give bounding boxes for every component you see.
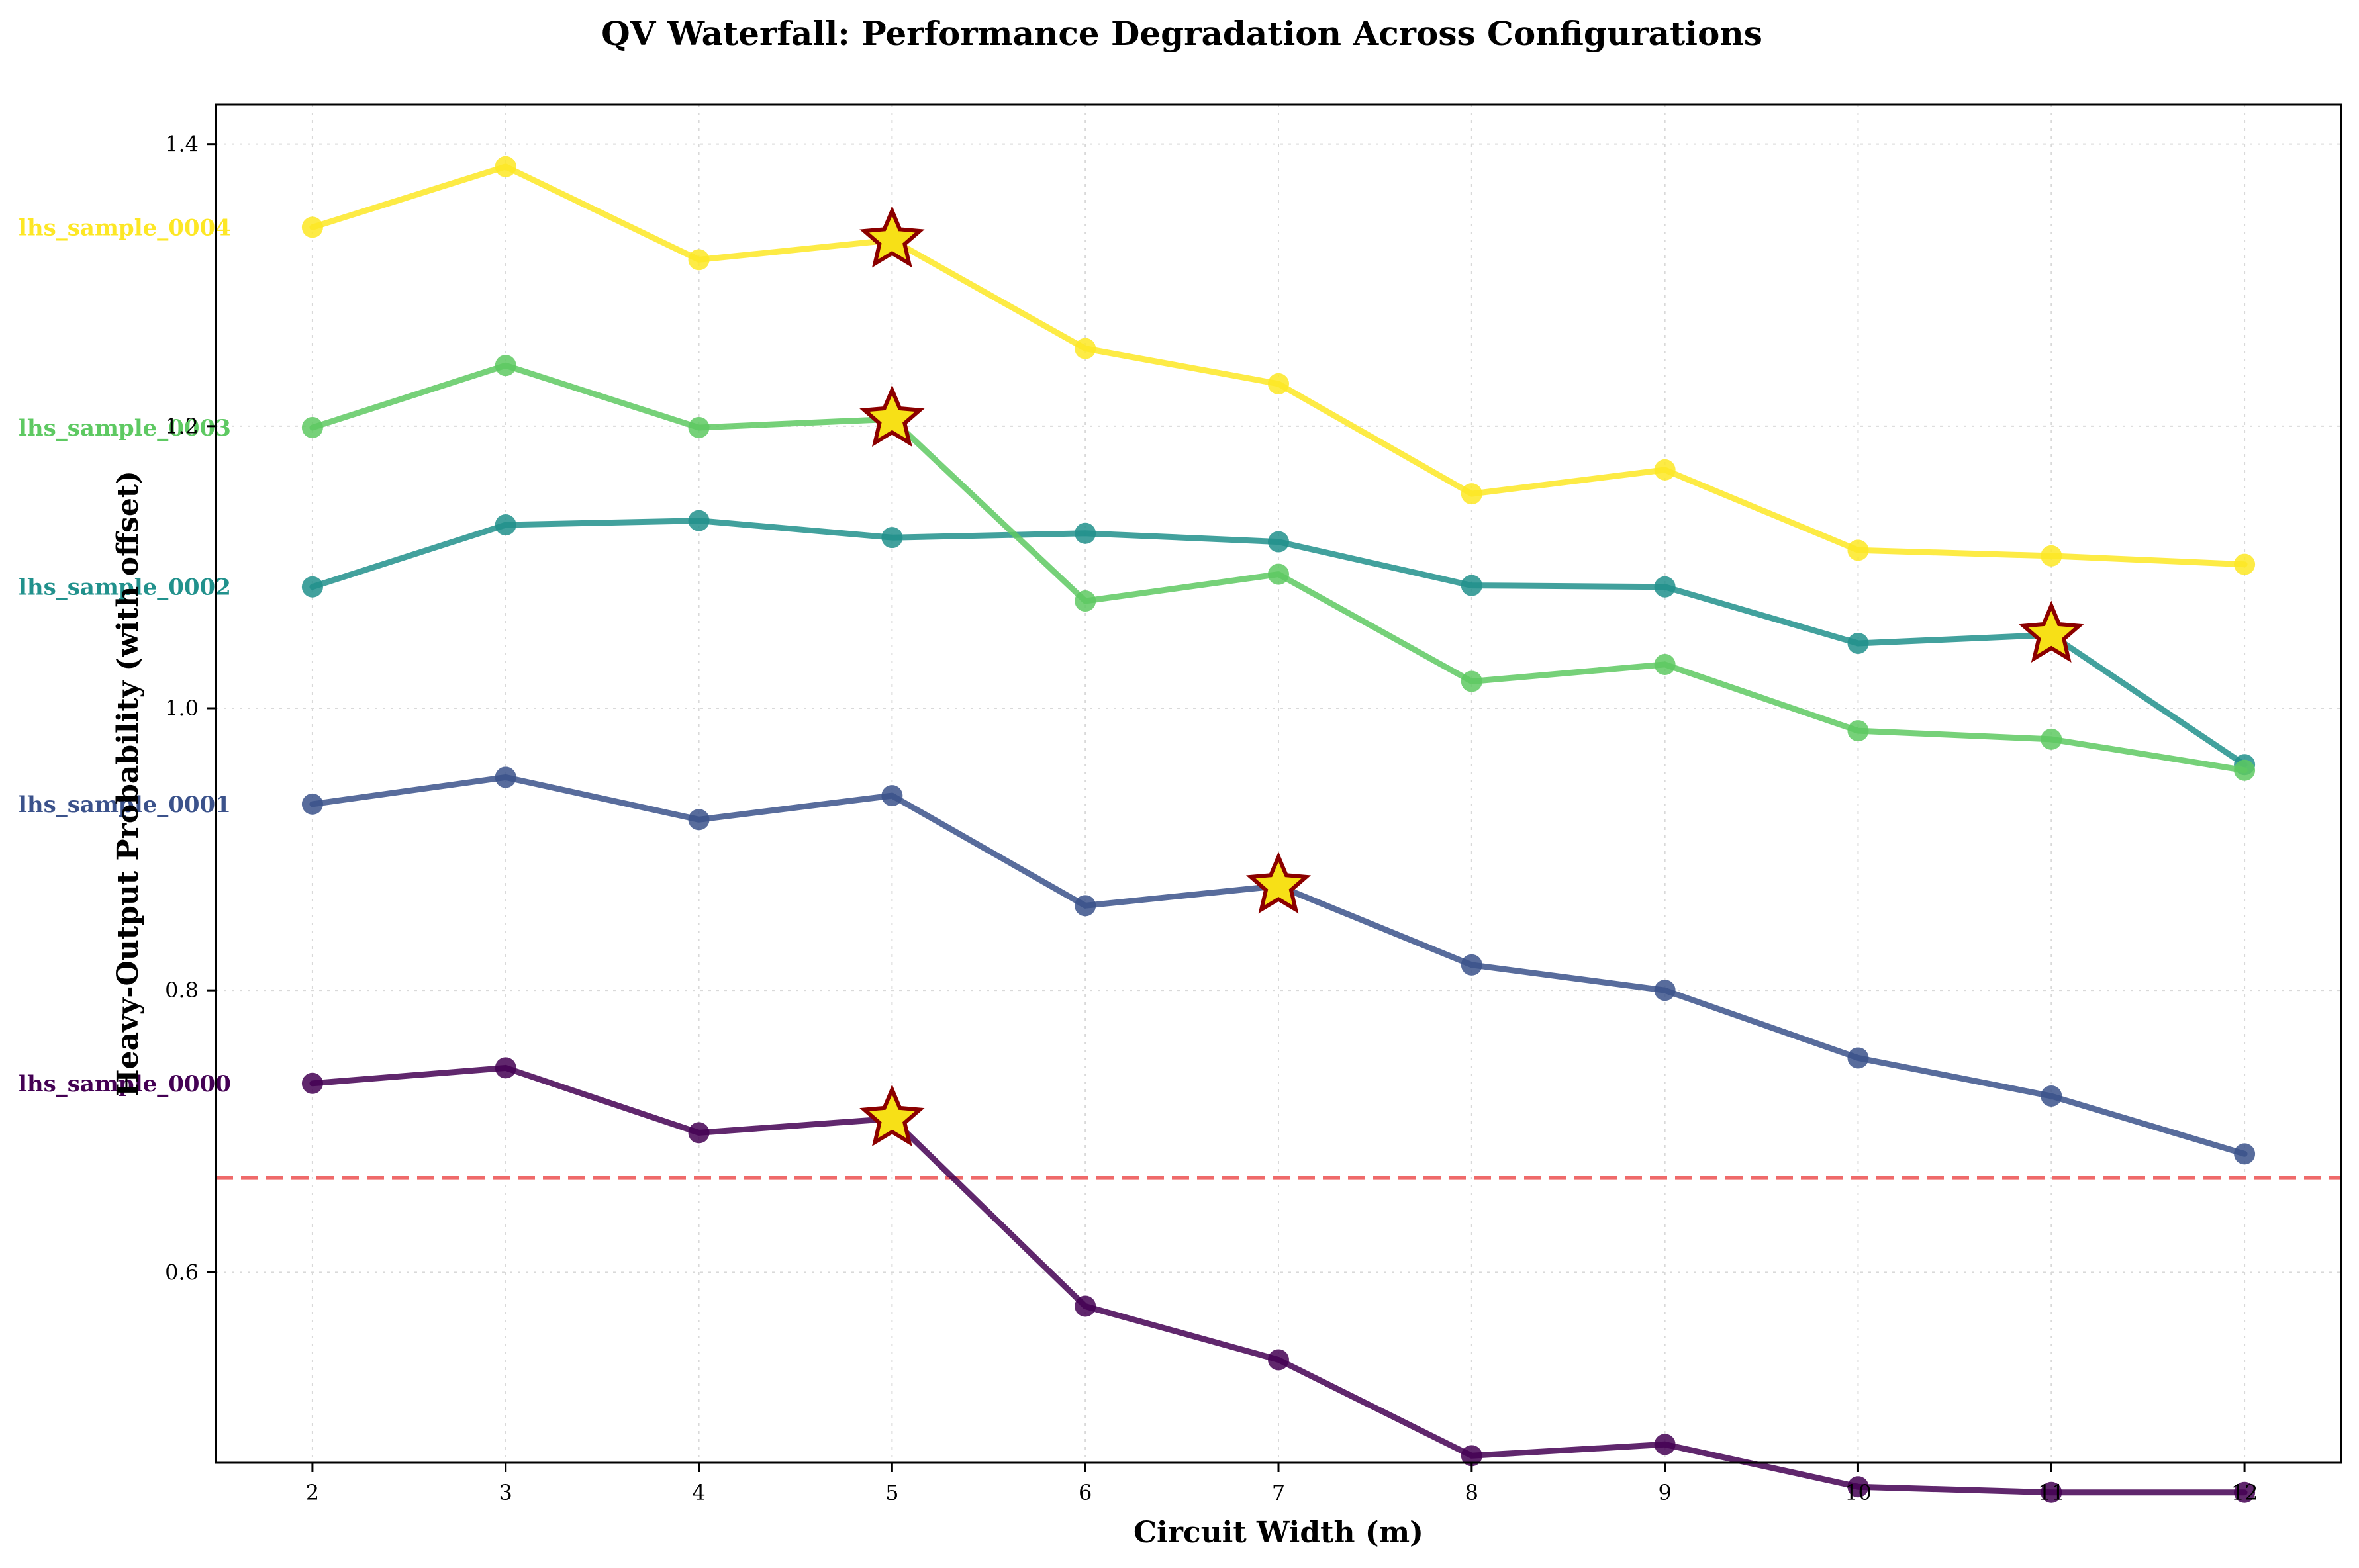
data-point xyxy=(2234,1481,2256,1503)
data-point xyxy=(2234,759,2256,781)
data-point xyxy=(2234,1143,2256,1165)
series-lhs_sample_0003 xyxy=(301,355,2256,781)
data-point xyxy=(1461,1445,1482,1467)
data-point xyxy=(495,355,516,377)
x-tick-label: 3 xyxy=(499,1480,512,1505)
data-point xyxy=(1847,1047,1869,1069)
x-tick-label: 5 xyxy=(885,1480,898,1505)
series-label: lhs_sample_0002 xyxy=(19,575,231,601)
x-tick-label: 6 xyxy=(1079,1480,1092,1505)
x-tick-label: 8 xyxy=(1465,1480,1478,1505)
axis-ticks: 2 3 4 5 6 7 8 9 10 11 12 0.6 0.8 1.0 1.2 1.4 xyxy=(165,132,2258,1505)
y-tick-label: 0.8 xyxy=(165,978,199,1003)
series-lhs_sample_0004 xyxy=(301,156,2256,575)
peak-star-marker xyxy=(859,385,925,447)
data-point xyxy=(1268,373,1289,394)
data-point xyxy=(301,1072,323,1094)
data-point xyxy=(2041,1481,2062,1503)
data-point xyxy=(495,1057,516,1079)
series-label: lhs_sample_0004 xyxy=(19,214,231,241)
data-point xyxy=(301,416,323,438)
x-tick-label: 4 xyxy=(692,1480,705,1505)
data-point xyxy=(881,785,903,807)
series-label: lhs_sample_0000 xyxy=(19,1071,231,1097)
data-point xyxy=(495,766,516,788)
data-point xyxy=(1654,576,1676,598)
data-point xyxy=(688,809,710,831)
series-label: lhs_sample_0001 xyxy=(19,792,231,818)
x-tick-label: 7 xyxy=(1272,1480,1285,1505)
data-point xyxy=(495,514,516,535)
chart-title: QV Waterfall: Performance Degradation Ac… xyxy=(601,14,1762,53)
data-point xyxy=(688,249,710,271)
peak-star-marker xyxy=(859,205,925,268)
data-point xyxy=(1268,563,1289,585)
data-point xyxy=(301,793,323,815)
series-lhs_sample_0001 xyxy=(301,766,2256,1165)
data-point xyxy=(688,416,710,438)
data-point xyxy=(301,216,323,238)
series-label: lhs_sample_0003 xyxy=(19,415,231,441)
data-point xyxy=(1268,531,1289,553)
series-lhs_sample_0002 xyxy=(301,510,2256,776)
data-point xyxy=(1075,1295,1096,1317)
data-point xyxy=(1847,720,1869,742)
data-point xyxy=(1847,539,1869,561)
y-tick-label: 1.4 xyxy=(165,132,199,157)
x-tick-label: 9 xyxy=(1658,1480,1671,1505)
data-point xyxy=(301,576,323,598)
data-point xyxy=(2041,728,2062,750)
data-point xyxy=(1461,954,1482,976)
data-point xyxy=(2234,553,2256,575)
data-point xyxy=(1461,575,1482,596)
series-labels: lhs_sample_0000 lhs_sample_0001 lhs_sample… xyxy=(19,214,231,1097)
data-point xyxy=(1654,653,1676,675)
data-point xyxy=(2041,545,2062,567)
y-tick-label: 1.2 xyxy=(165,414,199,439)
data-point xyxy=(1654,459,1676,481)
data-point xyxy=(1654,1434,1676,1455)
peak-star-marker xyxy=(1245,851,1312,914)
data-point xyxy=(1461,483,1482,505)
y-axis-label: Heavy-Output Probability (with offset) xyxy=(111,471,145,1097)
peak-star-marker xyxy=(2019,600,2084,663)
x-tick-label: 10 xyxy=(1845,1480,1872,1505)
x-tick-label: 11 xyxy=(2038,1480,2065,1505)
data-point xyxy=(688,1122,710,1144)
data-point xyxy=(1075,338,1096,359)
data-point xyxy=(495,156,516,177)
x-tick-label: 12 xyxy=(2231,1480,2258,1505)
data-point xyxy=(881,527,903,549)
data-point xyxy=(2041,1085,2062,1107)
data-point xyxy=(1075,522,1096,544)
data-point xyxy=(1847,1476,1869,1498)
data-point xyxy=(1461,670,1482,692)
y-tick-label: 0.6 xyxy=(165,1260,199,1285)
peak-star-marker xyxy=(859,1084,925,1146)
data-point xyxy=(1847,632,1869,654)
series-lhs_sample_0000 xyxy=(301,1057,2256,1503)
x-axis-label: Circuit Width (m) xyxy=(1133,1516,1423,1549)
x-tick-label: 2 xyxy=(306,1480,319,1505)
data-point xyxy=(1654,980,1676,1001)
data-point xyxy=(688,510,710,531)
y-tick-label: 1.0 xyxy=(165,696,199,721)
series-layer xyxy=(301,156,2256,1503)
data-point xyxy=(1268,1349,1289,1371)
data-point xyxy=(1075,590,1096,612)
data-point xyxy=(1075,895,1096,917)
